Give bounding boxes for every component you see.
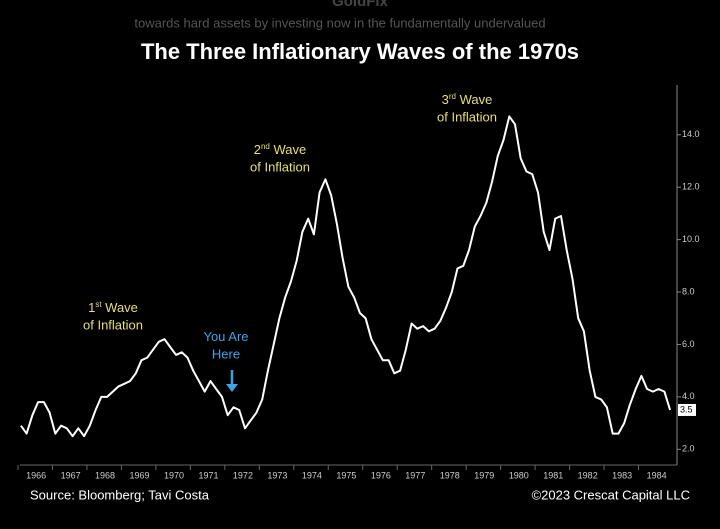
x-tick-label: 1981 xyxy=(543,470,563,480)
annotation-line2: Here xyxy=(212,346,240,361)
annotation-line2: of Inflation xyxy=(437,109,497,124)
x-tick-label: 1982 xyxy=(578,470,598,480)
annotation-part: 3 xyxy=(442,92,449,107)
annotation: 3rd Wave xyxy=(442,92,493,108)
annotation: 1st Wave xyxy=(88,300,138,316)
y-tick-label: 10.0 xyxy=(682,234,700,244)
line xyxy=(20,115,672,438)
copyright: ©2023 Crescat Capital LLC xyxy=(532,487,690,502)
x-tick-label: 1976 xyxy=(371,470,391,480)
annotation-part: 1 xyxy=(88,300,95,315)
y-tick-label: 2.0 xyxy=(682,444,695,454)
x-tick-label: 1984 xyxy=(647,470,667,480)
x-tick-label: 1966 xyxy=(26,470,46,480)
x-tick-label: 1983 xyxy=(612,470,632,480)
x-tick-label: 1979 xyxy=(474,470,494,480)
annotation-part: Wave xyxy=(456,92,492,107)
x-tick-label: 1969 xyxy=(130,470,150,480)
annotation-part: You Are xyxy=(203,329,248,344)
arrow-head xyxy=(226,384,238,392)
annotation-line2: of Inflation xyxy=(250,159,310,174)
annotation: You Are xyxy=(203,329,248,344)
annotation-line2: of Inflation xyxy=(83,317,143,332)
x-tick-label: 1967 xyxy=(61,470,81,480)
annotation: 2nd Wave xyxy=(254,142,307,158)
chart-title: The Three Inflationary Waves of the 1970… xyxy=(141,39,579,64)
source: Source: Bloomberg; Tavi Costa xyxy=(30,487,210,502)
y-tick-label: 12.0 xyxy=(682,182,700,192)
site-name: GoldFix xyxy=(332,0,388,10)
x-tick-label: 1968 xyxy=(95,470,115,480)
x-tick-label: 1973 xyxy=(267,470,287,480)
y-tick-label: 8.0 xyxy=(682,286,695,296)
annotation-part: rd xyxy=(449,92,456,101)
annotation-part: nd xyxy=(261,142,270,151)
header-text: towards hard assets by investing now in … xyxy=(134,15,545,30)
y-tick-label: 14.0 xyxy=(682,129,700,139)
annotation-part: 2 xyxy=(254,142,261,157)
y-tick-label: 6.0 xyxy=(682,339,695,349)
annotation-part: Wave xyxy=(270,142,306,157)
annotation-part: st xyxy=(95,300,102,309)
y-tick-label: 4.0 xyxy=(682,391,695,401)
annotation-part: Wave xyxy=(102,300,138,315)
x-tick-label: 1977 xyxy=(405,470,425,480)
x-tick-label: 1975 xyxy=(336,470,356,480)
x-tick-label: 1978 xyxy=(440,470,460,480)
last-value-box xyxy=(678,403,696,416)
x-tick-label: 1972 xyxy=(233,470,253,480)
x-tick-label: 1971 xyxy=(198,470,218,480)
x-tick-label: 1980 xyxy=(509,470,529,480)
x-tick-label: 1974 xyxy=(302,470,322,480)
x-tick-label: 1970 xyxy=(164,470,184,480)
last-value-label: 3.5 xyxy=(680,404,693,414)
